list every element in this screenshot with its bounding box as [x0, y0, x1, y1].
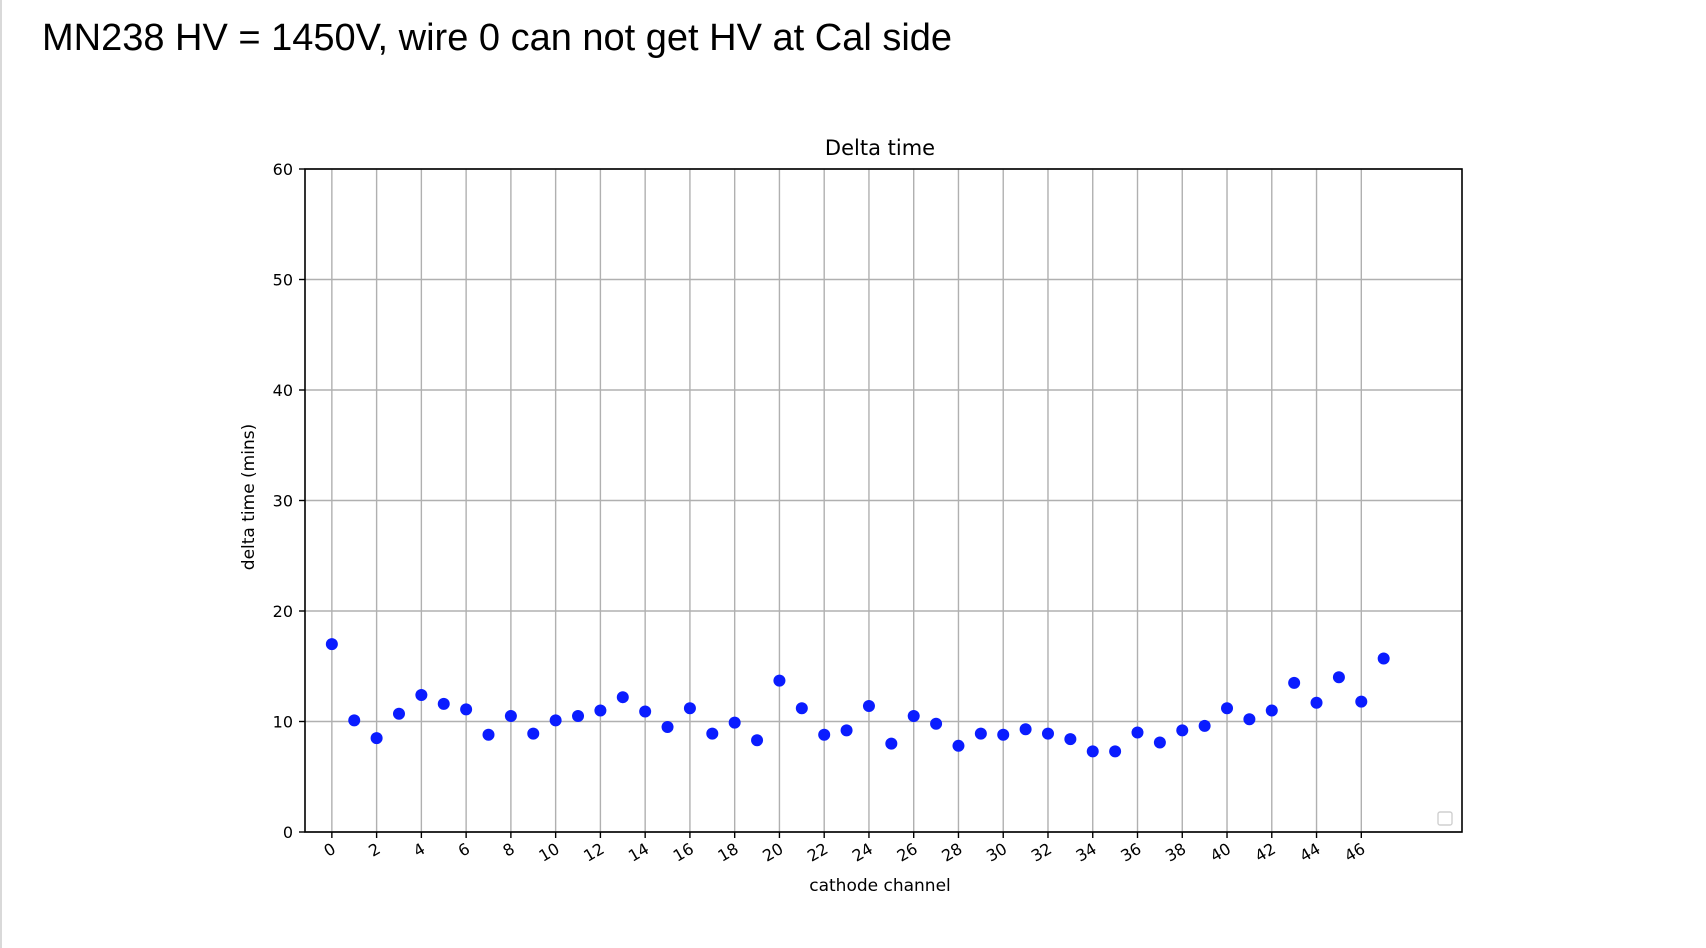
y-tick-label: 30 — [273, 492, 293, 511]
data-point — [482, 728, 495, 741]
data-point — [1019, 723, 1032, 736]
x-tick-label: 26 — [894, 839, 921, 866]
y-tick-label: 10 — [273, 713, 293, 732]
data-point — [885, 737, 898, 750]
x-tick-label: 8 — [500, 839, 518, 861]
data-point — [639, 705, 652, 718]
data-point — [1176, 724, 1189, 737]
data-point — [1064, 733, 1077, 746]
data-point — [437, 697, 450, 710]
data-point — [862, 700, 875, 713]
data-point — [997, 728, 1010, 741]
data-point — [1041, 727, 1054, 740]
x-tick-label: 34 — [1073, 839, 1100, 866]
x-tick-label: 36 — [1117, 839, 1144, 866]
data-point — [1310, 696, 1323, 709]
x-tick-label: 2 — [365, 839, 383, 861]
data-point — [952, 739, 965, 752]
x-tick-label: 28 — [938, 839, 965, 866]
data-point — [930, 717, 943, 730]
data-point — [1109, 745, 1122, 758]
x-tick-label: 0 — [321, 839, 339, 861]
y-tick-label: 50 — [273, 271, 293, 290]
x-tick-label: 14 — [625, 839, 652, 866]
slide-title: MN238 HV = 1450V, wire 0 can not get HV … — [42, 17, 953, 59]
data-point — [594, 704, 607, 717]
x-tick-label: 32 — [1028, 839, 1055, 866]
data-point — [1086, 745, 1099, 758]
data-point — [751, 734, 764, 747]
x-tick-label: 24 — [849, 839, 876, 866]
x-tick-label: 38 — [1162, 839, 1189, 866]
x-tick-label: 4 — [410, 839, 428, 861]
data-point — [392, 707, 405, 720]
data-point — [661, 721, 674, 734]
data-point — [1377, 652, 1390, 665]
data-point — [527, 727, 540, 740]
y-tick-label: 20 — [273, 602, 293, 621]
data-point — [1355, 695, 1368, 708]
chart-title: Delta time — [825, 136, 935, 160]
data-point — [683, 702, 696, 715]
data-point — [728, 716, 741, 729]
x-tick-label: 30 — [983, 839, 1010, 866]
data-point — [616, 691, 629, 704]
slide-left-border — [0, 0, 2, 948]
data-point — [818, 728, 831, 741]
x-tick-label: 6 — [455, 839, 473, 861]
data-point — [325, 638, 338, 651]
data-point — [1153, 736, 1166, 749]
data-point — [549, 714, 562, 727]
data-point — [773, 674, 786, 687]
data-point — [1332, 671, 1345, 684]
x-tick-label: 44 — [1296, 839, 1323, 866]
x-tick-label: 42 — [1252, 839, 1279, 866]
y-axis-label: delta time (mins) — [239, 424, 259, 570]
data-point — [706, 727, 719, 740]
y-tick-label: 40 — [273, 381, 293, 400]
x-tick-label: 12 — [580, 839, 607, 866]
x-tick-label: 22 — [804, 839, 831, 866]
data-point — [795, 702, 808, 715]
data-point — [1198, 719, 1211, 732]
x-tick-label: 46 — [1341, 839, 1368, 866]
data-point — [1243, 713, 1256, 726]
x-tick-label: 10 — [536, 839, 563, 866]
x-tick-label: 20 — [759, 839, 786, 866]
y-tick-label: 0 — [283, 823, 293, 842]
data-point — [1288, 676, 1301, 689]
x-tick-label: 40 — [1207, 839, 1234, 866]
data-point — [504, 709, 517, 722]
y-tick-label: 60 — [273, 160, 293, 179]
x-axis-label: cathode channel — [809, 876, 951, 896]
data-point — [348, 714, 361, 727]
data-point — [415, 688, 428, 701]
x-tick-label: 16 — [670, 839, 697, 866]
data-point — [974, 727, 987, 740]
data-point — [907, 709, 920, 722]
data-point — [1131, 726, 1144, 739]
data-point — [572, 709, 585, 722]
x-tick-label: 18 — [715, 839, 742, 866]
data-point — [460, 703, 473, 716]
data-point — [370, 732, 383, 745]
legend-box — [1437, 811, 1453, 826]
data-point — [1265, 704, 1278, 717]
data-point — [1221, 702, 1234, 715]
data-point — [840, 724, 853, 737]
